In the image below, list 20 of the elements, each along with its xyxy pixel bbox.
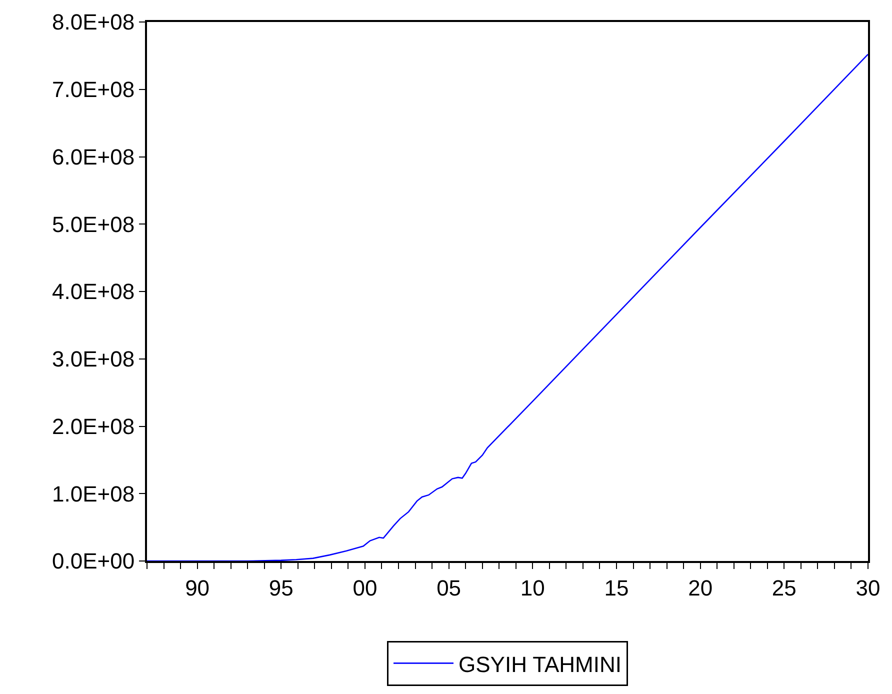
y-tick-label: 8.0E+08 xyxy=(52,10,135,35)
x-tick-label: 30 xyxy=(856,575,880,600)
y-tick-label: 4.0E+08 xyxy=(52,279,135,304)
x-tick-label: 00 xyxy=(352,575,378,600)
x-tick-label: 05 xyxy=(436,575,462,600)
y-tick-label: 0.0E+00 xyxy=(52,548,135,574)
y-tick-label: 1.0E+08 xyxy=(52,481,135,506)
x-tick-label: 25 xyxy=(772,575,796,600)
y-tick-label: 7.0E+08 xyxy=(52,77,135,102)
y-tick-label: 2.0E+08 xyxy=(52,414,135,439)
legend-label: GSYIH TAHMINI xyxy=(458,652,622,677)
x-tick-label: 15 xyxy=(604,575,629,600)
y-tick-label: 3.0E+08 xyxy=(52,346,135,372)
y-tick-label: 5.0E+08 xyxy=(52,212,135,237)
line-series xyxy=(147,54,868,561)
x-tick-label: 95 xyxy=(268,575,294,600)
x-tick-label: 90 xyxy=(185,575,210,600)
y-tick-label: 6.0E+08 xyxy=(52,144,135,170)
x-tick-label: 20 xyxy=(688,575,713,600)
x-tick-label: 10 xyxy=(520,575,545,600)
